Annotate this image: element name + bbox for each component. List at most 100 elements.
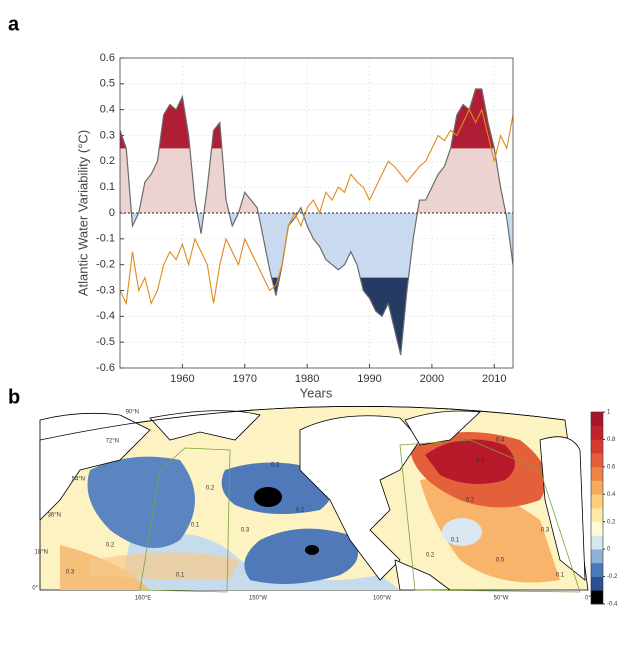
x-tick-label: 2010 xyxy=(482,373,506,385)
pattern xyxy=(90,552,240,580)
contour-label: 0.2 xyxy=(296,508,305,514)
lat-label: 36°N xyxy=(48,513,61,519)
land xyxy=(299,415,421,581)
lat-label: 90°N xyxy=(126,410,139,416)
land xyxy=(539,436,586,581)
series-line xyxy=(120,88,513,356)
land xyxy=(404,410,481,446)
colorbar-swatch xyxy=(591,508,603,523)
lon-label: 0° xyxy=(585,596,591,602)
colorbar-tick-label: 1 xyxy=(607,410,611,416)
series-line xyxy=(120,108,513,306)
map: 90°N 72°N 54°N 36°N 18°N 0° 160°E 150°W 100°W 50°… xyxy=(32,406,591,602)
contour-label: 0.5 xyxy=(496,558,505,564)
colorbar-tick-label: -0.4 xyxy=(607,602,618,608)
lon-label: 50°W xyxy=(494,596,509,602)
colorbar-tick-label: 0.2 xyxy=(607,519,616,525)
lat-label: 54°N xyxy=(72,477,85,483)
pattern xyxy=(305,545,319,555)
contour-label: 0.1 xyxy=(191,523,200,529)
pattern xyxy=(221,462,333,514)
colorbar-swatch xyxy=(591,576,603,591)
pattern xyxy=(442,518,482,546)
colorbar-tick-label: 0 xyxy=(607,547,611,553)
colorbar-swatch xyxy=(591,412,603,427)
lon-label: 150°W xyxy=(249,596,267,602)
colorbar-swatch xyxy=(591,466,603,481)
colorbar-swatch xyxy=(591,453,603,468)
y-tick-label: -0.1 xyxy=(96,233,115,245)
contour-label: 0.2 xyxy=(106,543,115,549)
y-tick-label: 0 xyxy=(109,207,115,219)
lat-label: 18°N xyxy=(35,550,48,556)
plot-frame xyxy=(119,57,514,369)
contour-label: 0.3 xyxy=(271,463,280,469)
x-axis-label: Years xyxy=(300,385,333,400)
colorbar-swatch xyxy=(591,535,603,550)
colorbar-frame xyxy=(590,411,604,605)
colorbar-swatch xyxy=(591,562,603,577)
lat-label: 0° xyxy=(32,586,38,592)
colorbar-swatch xyxy=(591,425,603,440)
y-tick-label: -0.6 xyxy=(96,362,115,374)
colorbar-tick-label: 0.4 xyxy=(607,492,616,498)
colorbar-tick-label: 0.6 xyxy=(607,464,616,470)
colorbar-swatch xyxy=(591,549,603,564)
x-tick-label: 1970 xyxy=(233,373,257,385)
contour-label: 0.2 xyxy=(426,553,435,559)
land xyxy=(394,559,452,591)
lon-label: 100°W xyxy=(373,596,391,602)
contour-label: 0.3 xyxy=(241,528,250,534)
land xyxy=(149,410,261,441)
y-tick-label: 0.4 xyxy=(100,104,115,116)
y-tick-label: -0.5 xyxy=(96,336,115,348)
colorbar-tick-label: 0.8 xyxy=(607,437,616,443)
region-box xyxy=(139,447,231,593)
y-axis-label: Atlantic Water Variability (°C) xyxy=(75,130,90,296)
shaded-area xyxy=(120,213,513,356)
pattern xyxy=(87,456,195,548)
x-tick-label: 1990 xyxy=(357,373,381,385)
y-tick-label: -0.3 xyxy=(96,284,115,296)
x-tick-label: 2000 xyxy=(420,373,444,385)
contour-label: 0.2 xyxy=(466,498,475,504)
pattern xyxy=(244,528,358,584)
y-tick-label: -0.2 xyxy=(96,259,115,271)
colorbar-swatch xyxy=(591,439,603,454)
y-tick-label: 0.2 xyxy=(100,155,115,167)
contour-label: 0.1 xyxy=(451,538,460,544)
colorbar-swatch xyxy=(591,521,603,536)
pattern xyxy=(425,439,515,484)
contour-label: 0.3 xyxy=(541,528,550,534)
shaded-area xyxy=(271,277,409,356)
region-box xyxy=(399,439,581,593)
map-border xyxy=(39,406,566,441)
colorbar-swatch xyxy=(591,480,603,495)
contour-label: 0.3 xyxy=(66,570,75,576)
panel-label: a xyxy=(8,13,20,35)
contour-label: 0.2 xyxy=(206,486,215,492)
pattern xyxy=(254,487,282,507)
lat-label: 72°N xyxy=(106,439,119,445)
pattern xyxy=(420,478,560,583)
land xyxy=(39,412,151,521)
lon-label: 160°E xyxy=(135,596,151,602)
contour-label: 0.3 xyxy=(476,458,485,464)
contour-label: 0.4 xyxy=(496,438,505,444)
colorbar-swatch xyxy=(591,590,603,605)
contour-label: 0.1 xyxy=(176,573,185,579)
y-tick-label: 0.5 xyxy=(100,78,115,90)
y-tick-label: -0.4 xyxy=(96,310,115,322)
x-tick-label: 1960 xyxy=(170,373,194,385)
x-tick-label: 1980 xyxy=(295,373,319,385)
y-tick-label: 0.1 xyxy=(100,181,115,193)
shaded-area xyxy=(120,89,513,213)
colorbar-swatch xyxy=(591,494,603,509)
y-tick-label: 0.3 xyxy=(100,129,115,141)
contour-label: 0.1 xyxy=(556,573,565,579)
y-tick-label: 0.6 xyxy=(100,52,115,64)
plot-area: -0.6 -0.5 -0.4 -0.3 -0.2 -0.1 0 0.1 0.2 0.3 0.4 0.5… xyxy=(96,52,514,385)
panel-label: b xyxy=(8,386,20,408)
colorbar-tick-label: -0.2 xyxy=(607,574,618,580)
